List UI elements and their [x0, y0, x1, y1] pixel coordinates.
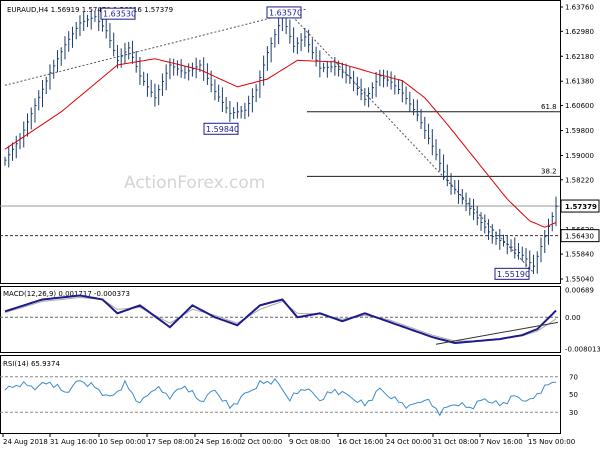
x-tick-label: 24 Sep 16:00 — [195, 438, 242, 446]
rsi-panel: RSI(14) 65.9374 70 50 30 — [0, 355, 578, 434]
price-tick-label: 1.62980 — [565, 28, 594, 36]
x-tick-label: 31 Aug 16:00 — [50, 438, 97, 446]
x-tick-label: 24 Oct 00:00 — [386, 438, 432, 446]
pivot-label: 1.55190 — [497, 270, 530, 279]
pivot-label: 1.63570 — [269, 8, 302, 17]
macd-tick-label: 0.00689 — [565, 287, 594, 295]
macd-series — [0, 294, 560, 345]
fib-382-label: 38.2 — [541, 167, 557, 175]
rsi-title: RSI(14) 65.9374 — [3, 360, 60, 368]
rsi-line — [4, 378, 557, 417]
macd-title: MACD(12,26,9) 0.001717 -0.000373 — [3, 290, 130, 298]
price-axis: 1.63760 1.62980 1.62180 1.61380 1.60600 1.598… — [560, 4, 600, 284]
ema-line — [4, 58, 557, 228]
pivot-label-box — [266, 6, 302, 19]
x-axis: 24 Aug 2018 31 Aug 16:00 10 Sep 00:00 17 Se… — [2, 434, 575, 446]
x-tick-label: 15 Nov 00:00 — [528, 438, 575, 446]
x-tick-label: 7 Nov 16:00 — [480, 438, 523, 446]
price-bars — [4, 7, 558, 275]
current-price-tag — [560, 199, 600, 213]
pivot-label: 1.63530 — [103, 10, 136, 19]
macd-panel: MACD(12,26,9) 0.001717 -0.000373 0.00689… — [0, 286, 600, 354]
rsi-series — [0, 376, 560, 417]
macd-trendline — [435, 321, 559, 345]
rsi-tick-label: 50 — [569, 391, 578, 399]
price-tick-label: 1.63760 — [565, 4, 594, 12]
x-tick-label: 16 Oct 16:00 — [338, 438, 384, 446]
macd-tick-label: -0.008013 — [565, 346, 600, 354]
x-tick-label: 17 Sep 08:00 — [147, 438, 194, 446]
macd-axis: 0.00689 0.00 -0.008013 — [565, 287, 600, 354]
watermark: ActionForex.com — [124, 173, 265, 193]
support-price-tag — [560, 229, 600, 243]
symbol-header: EURAUD,H4 1.56919 1.57470 1.56916 1.5737… — [7, 6, 173, 14]
x-tick-label: 9 Oct 08:00 — [289, 438, 330, 446]
fib-618-label: 61.8 — [541, 103, 557, 111]
price-tick-label: 1.55840 — [565, 251, 594, 259]
decline-trendline — [289, 13, 534, 273]
macd-tick-label: 0.00 — [565, 314, 581, 322]
price-panel: ActionForex.com EURAUD,H4 1.56919 1.5747… — [0, 0, 600, 284]
pivot-label: 1.59840 — [206, 125, 239, 134]
price-tick-label: 1.55040 — [565, 276, 594, 284]
price-tick-label: 1.58220 — [565, 176, 594, 184]
support-price-label: 1.56430 — [565, 233, 594, 241]
price-tick-label: 1.59800 — [565, 127, 594, 135]
price-series: 61.8 38.2 1.63530 1.63570 1.59840 1.55190 — [0, 6, 560, 280]
rsi-tick-label: 30 — [569, 409, 578, 417]
price-tick-label: 1.62180 — [565, 53, 594, 61]
price-tick-label: 1.60600 — [565, 102, 594, 110]
rsi-panel-frame — [0, 355, 561, 434]
pivot-label-box — [203, 122, 239, 135]
x-tick-label: 10 Sep 00:00 — [99, 438, 146, 446]
pivot-label-box — [100, 7, 136, 20]
x-tick-label: 24 Aug 2018 — [3, 438, 48, 446]
rsi-tick-label: 70 — [569, 373, 578, 381]
price-panel-frame — [0, 0, 561, 284]
macd-main-line — [4, 294, 557, 345]
x-tick-label: 31 Oct 08:00 — [433, 438, 479, 446]
rsi-axis: 70 50 30 — [569, 373, 578, 417]
x-tick-label: 2 Oct 00:00 — [241, 438, 282, 446]
price-tick-label: 1.59000 — [565, 152, 594, 160]
current-price-label: 1.57379 — [565, 203, 597, 211]
price-tick-label: 1.61380 — [565, 78, 594, 86]
pivot-label-box — [494, 267, 530, 280]
